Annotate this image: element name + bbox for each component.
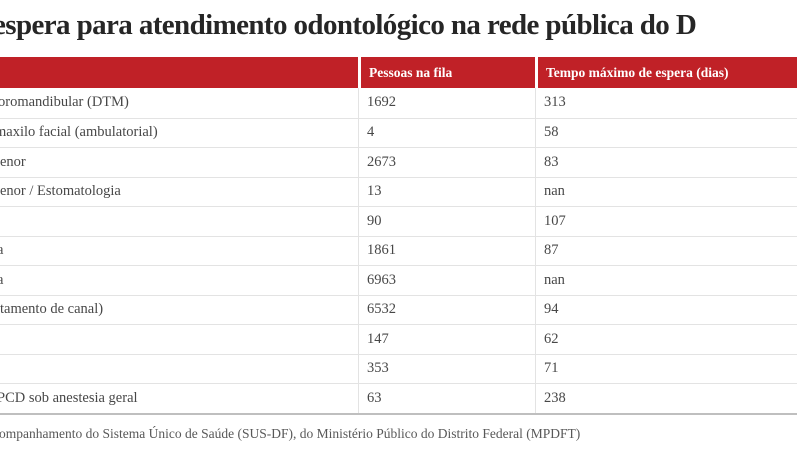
row-label: a bbox=[0, 242, 4, 259]
row-label bbox=[0, 207, 358, 236]
cell-tempo: 94 bbox=[535, 295, 797, 324]
column-header-category bbox=[0, 57, 358, 88]
row-label: oromandibular (DTM) bbox=[0, 94, 129, 111]
cell-pessoas: 4 bbox=[358, 118, 535, 147]
wait-list-table: Pessoas na fila Tempo máximo de espera (… bbox=[0, 57, 797, 415]
cell-tempo: 62 bbox=[535, 325, 797, 354]
cell-pessoas: 1861 bbox=[358, 236, 535, 265]
column-header-pessoas: Pessoas na fila bbox=[358, 57, 535, 88]
cell-pessoas: 6532 bbox=[358, 295, 535, 324]
cell-tempo: 313 bbox=[535, 88, 797, 118]
row-label bbox=[0, 325, 358, 354]
cell-pessoas: 6963 bbox=[358, 266, 535, 295]
cell-pessoas: 13 bbox=[358, 177, 535, 206]
row-label: tamento de canal) bbox=[0, 301, 104, 318]
cell-tempo: nan bbox=[535, 266, 797, 295]
row-label bbox=[0, 355, 358, 384]
table-row: 147 62 bbox=[0, 324, 797, 354]
cell-pessoas: 353 bbox=[358, 354, 535, 383]
cell-pessoas: 1692 bbox=[358, 88, 535, 118]
table-row: 353 71 bbox=[0, 353, 797, 384]
table-row: PCD sob anestesia geral 63 238 bbox=[0, 383, 797, 413]
cell-pessoas: 90 bbox=[358, 207, 535, 236]
page-title: espera para atendimento odontológico na … bbox=[0, 9, 697, 41]
table-header-row: Pessoas na fila Tempo máximo de espera (… bbox=[0, 57, 797, 88]
table-row: tamento de canal) 6532 94 bbox=[0, 294, 797, 324]
row-label: a bbox=[0, 271, 4, 288]
cell-tempo: 83 bbox=[535, 148, 797, 177]
cell-tempo: 58 bbox=[535, 118, 797, 147]
table-row: a 6963 nan bbox=[0, 265, 797, 295]
table-row: enor 2673 83 bbox=[0, 147, 797, 177]
cell-tempo: nan bbox=[535, 177, 797, 206]
title-bar: espera para atendimento odontológico na … bbox=[0, 0, 800, 57]
cell-tempo: 87 bbox=[535, 236, 797, 265]
cell-tempo: 238 bbox=[535, 384, 797, 413]
cell-pessoas: 147 bbox=[358, 325, 535, 354]
table-row: 90 107 bbox=[0, 206, 797, 236]
column-header-tempo: Tempo máximo de espera (dias) bbox=[535, 57, 797, 88]
cell-pessoas: 63 bbox=[358, 384, 535, 413]
table-row: a 1861 87 bbox=[0, 235, 797, 265]
table-row: enor / Estomatologia 13 nan bbox=[0, 176, 797, 206]
table-row: maxilo facial (ambulatorial) 4 58 bbox=[0, 117, 797, 147]
row-label: enor bbox=[0, 153, 26, 170]
cell-tempo: 71 bbox=[535, 354, 797, 383]
source-note: ompanhamento do Sistema Único de Saúde (… bbox=[0, 425, 581, 441]
cell-pessoas: 2673 bbox=[358, 148, 535, 177]
row-label: maxilo facial (ambulatorial) bbox=[0, 124, 158, 141]
table-row: oromandibular (DTM) 1692 313 bbox=[0, 88, 797, 118]
row-label: PCD sob anestesia geral bbox=[0, 389, 138, 406]
cell-tempo: 107 bbox=[535, 207, 797, 236]
row-label: enor / Estomatologia bbox=[0, 183, 121, 200]
